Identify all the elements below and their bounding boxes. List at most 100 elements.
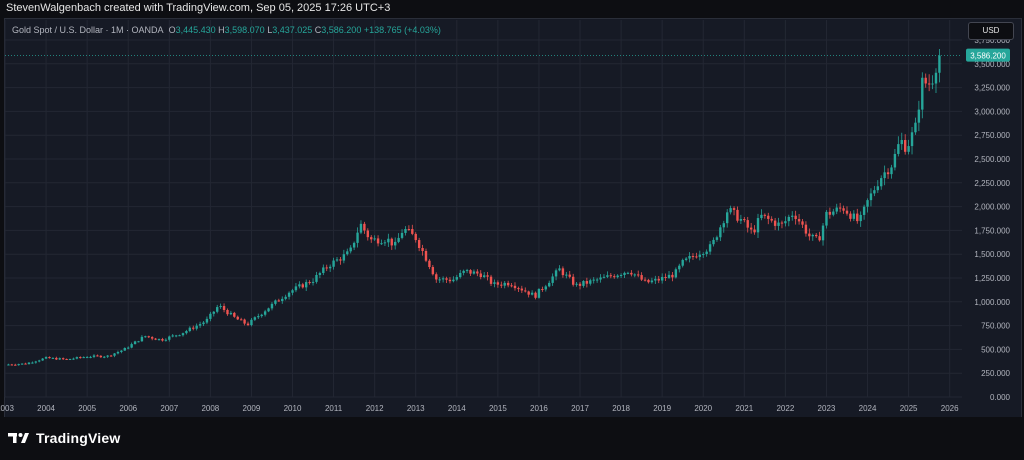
candlestick-chart[interactable]: 3,750.000 3,500.000 3,250.000 3,000.000 2,75… [0, 0, 1024, 417]
candle-body [582, 281, 585, 286]
x-tick-label: 2013 [407, 404, 425, 413]
candle-body [233, 312, 236, 317]
candle-body [842, 208, 845, 211]
candle-body [732, 208, 736, 210]
candle-body [808, 233, 811, 237]
candle-body [195, 325, 198, 329]
candle-body [181, 333, 185, 336]
candle-body [448, 279, 452, 282]
y-tick-label: 1,500.000 [974, 250, 1010, 259]
candle-body [301, 284, 304, 288]
candle-body [667, 274, 671, 278]
candle-body [856, 213, 859, 222]
candle-body [383, 242, 387, 244]
candle-body [209, 313, 212, 319]
candle-body [75, 357, 79, 359]
candle-body [746, 220, 749, 228]
chart-panel[interactable] [4, 18, 1022, 418]
low-value: 3,437.025 [272, 25, 313, 35]
candle-body [897, 144, 900, 154]
candle-body [674, 269, 678, 278]
candle-body [10, 364, 14, 366]
low-label: L [267, 25, 273, 35]
candle-body [322, 267, 325, 274]
x-tick-label: 2022 [776, 404, 794, 413]
candle-body [726, 212, 729, 224]
candle-body [660, 276, 664, 281]
change-value: +138.765 (+4.03%) [363, 25, 441, 35]
tradingview-logo-icon [8, 433, 29, 443]
candle-body [140, 336, 144, 342]
candle-body [585, 281, 589, 284]
candle-body [390, 238, 393, 246]
candle-body [144, 336, 147, 338]
candle-body [270, 303, 274, 309]
candle-body [513, 285, 517, 289]
candle-body [58, 358, 61, 360]
candle-body [900, 140, 903, 145]
candle-body [698, 254, 702, 257]
candle-body [595, 279, 599, 281]
candle-body [866, 200, 869, 207]
candle-body [188, 327, 192, 332]
candle-body [359, 223, 363, 233]
x-tick-label: 2008 [201, 404, 219, 413]
candle-body [835, 207, 838, 212]
x-tick-label: 2005 [78, 404, 96, 413]
candle-body [465, 270, 469, 272]
candle-body [376, 238, 380, 244]
x-tick-label: 2009 [243, 404, 261, 413]
candle-body [44, 357, 48, 359]
candle-body [476, 271, 479, 274]
y-tick-label: 1,000.000 [974, 298, 1010, 307]
candle-body [27, 362, 31, 365]
candle-body [103, 356, 106, 358]
candle-body [65, 358, 68, 360]
candle-body [239, 319, 243, 321]
x-tick-label: 2017 [571, 404, 589, 413]
open-label: O [168, 25, 176, 35]
candle-body [455, 277, 459, 280]
candle-body [41, 358, 44, 361]
x-tick-label: 2006 [119, 404, 137, 413]
candle-body [890, 167, 893, 175]
candle-body [678, 265, 681, 270]
candle-body [294, 286, 298, 291]
candle-body [873, 190, 876, 194]
candle-body [832, 211, 835, 215]
x-tick-label: 2016 [530, 404, 548, 413]
candle-body [739, 219, 743, 221]
candle-body [116, 351, 120, 354]
candle-body [452, 279, 455, 282]
candle-body [845, 210, 849, 214]
candle-body [339, 259, 342, 261]
candle-body [571, 276, 575, 285]
candle-body [777, 222, 780, 226]
candle-body [393, 241, 397, 246]
candle-body [120, 350, 123, 352]
candle-body [373, 238, 376, 240]
currency-button[interactable]: USD [968, 22, 1014, 40]
candle-body [79, 357, 82, 359]
candle-body [202, 322, 205, 325]
candle-body [934, 72, 938, 84]
y-tick-label: 2,750.000 [974, 131, 1010, 140]
candle-body [133, 341, 137, 345]
candle-body [205, 318, 209, 323]
candle-body [558, 268, 561, 271]
y-tick-label: 1,750.000 [974, 226, 1010, 235]
candle-body [489, 276, 493, 284]
candle-body [506, 282, 510, 286]
candle-body [236, 316, 239, 320]
candle-body [613, 276, 616, 278]
candle-body [712, 239, 715, 245]
close-label: C [314, 25, 322, 35]
candle-body [38, 360, 41, 362]
candle-body [589, 280, 592, 284]
candle-body [411, 229, 414, 234]
tradingview-logo[interactable]: TradingView [8, 430, 120, 446]
candle-body [445, 278, 448, 280]
candle-body [756, 218, 760, 233]
candle-body [637, 274, 640, 276]
candle-body [7, 364, 10, 366]
